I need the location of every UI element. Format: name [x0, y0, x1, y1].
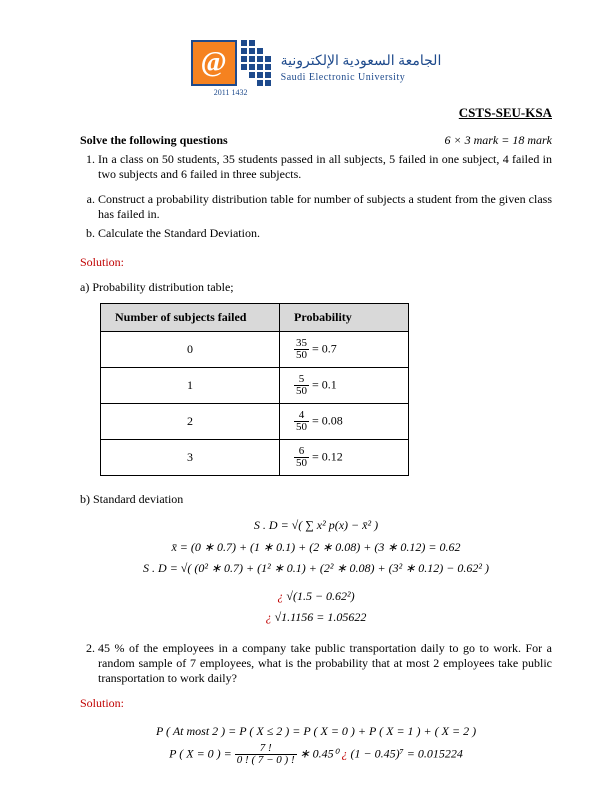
- sd-math: S . D = √( ∑ x² p(x) − x̄² ) x̄ = (0 ∗ 0…: [80, 515, 552, 629]
- q2-text-b: at most 2: [394, 656, 440, 670]
- table-row: 1 550 = 0.1: [101, 368, 409, 404]
- logo-at-icon: @: [191, 40, 237, 86]
- uni-name-ar: الجامعة السعودية الإلكترونية: [281, 53, 442, 71]
- cell-n: 1: [101, 368, 280, 404]
- sd-line4: ¿ √(1.5 − 0.62²): [80, 586, 552, 608]
- q1-part-a: Construct a probability distribution tab…: [98, 192, 552, 222]
- red-marker: ¿: [266, 610, 272, 624]
- solution-label-2: Solution:: [80, 696, 552, 711]
- cell-p: 650 = 0.12: [280, 440, 409, 476]
- logo-years: 2011 1432: [191, 88, 271, 97]
- sd-line3: S . D = √( (0² ∗ 0.7) + (1² ∗ 0.1) + (2²…: [80, 558, 552, 580]
- frac-den: 50: [294, 422, 309, 433]
- q2-l2-pre: P ( X = 0 ) =: [169, 746, 235, 760]
- logo-area: @ 2011 1432 الجامعة السعودية الإلكترونية…: [191, 40, 442, 97]
- frac-val: = 0.1: [312, 377, 337, 391]
- sd-line5: ¿ √1.1156 = 1.05622: [80, 607, 552, 629]
- logo-dots-icon: [241, 40, 271, 86]
- table-row: 3 650 = 0.12: [101, 440, 409, 476]
- frac-den: 50: [294, 386, 309, 397]
- q1-part-b: Calculate the Standard Deviation.: [98, 226, 552, 241]
- th-probability: Probability: [280, 304, 409, 332]
- uni-name-en: Saudi Electronic University: [281, 71, 442, 84]
- q2-math: P ( At most 2 ) = P ( X ≤ 2 ) = P ( X = …: [80, 721, 552, 766]
- frac-val: = 0.08: [312, 413, 343, 427]
- logo-block: @: [191, 40, 271, 86]
- q2-l2-mid: ∗ 0.45⁰: [300, 746, 342, 760]
- cell-n: 2: [101, 404, 280, 440]
- sd-line1: S . D = √( ∑ x² p(x) − x̄² ): [80, 515, 552, 537]
- frac-den: 0 ! ( 7 − 0 ) !: [235, 755, 297, 766]
- frac-num: 7 !: [235, 743, 297, 755]
- table-row: 0 3550 = 0.7: [101, 332, 409, 368]
- q1-subparts: Construct a probability distribution tab…: [80, 192, 552, 241]
- q2-line2: P ( X = 0 ) = 7 !0 ! ( 7 − 0 ) ! ∗ 0.45⁰…: [80, 743, 552, 766]
- part-a-label: a) Probability distribution table;: [80, 280, 552, 295]
- cell-p: 550 = 0.1: [280, 368, 409, 404]
- sd-l4b: √(1.5 − 0.62²): [286, 589, 354, 603]
- question-list-2: 45 % of the employees in a company take …: [80, 641, 552, 686]
- university-name: الجامعة السعودية الإلكترونية Saudi Elect…: [281, 53, 442, 84]
- cell-p: 3550 = 0.7: [280, 332, 409, 368]
- sd-line2: x̄ = (0 ∗ 0.7) + (1 ∗ 0.1) + (2 ∗ 0.08) …: [80, 537, 552, 559]
- question-1: In a class on 50 students, 35 students p…: [98, 152, 552, 182]
- probability-table: Number of subjects failed Probability 0 …: [100, 303, 409, 476]
- question-list: In a class on 50 students, 35 students p…: [80, 152, 552, 182]
- cell-n: 3: [101, 440, 280, 476]
- frac-val: = 0.12: [312, 449, 343, 463]
- table-row: 2 450 = 0.08: [101, 404, 409, 440]
- frac-den: 50: [294, 458, 309, 469]
- frac-val: = 0.7: [312, 341, 337, 355]
- solution-label-1: Solution:: [80, 255, 552, 270]
- marks-formula: 6 × 3 mark = 18 mark: [444, 133, 552, 148]
- cell-n: 0: [101, 332, 280, 368]
- sd-l5b: √1.1156 = 1.05622: [275, 610, 367, 624]
- solve-line: Solve the following questions 6 × 3 mark…: [80, 133, 552, 148]
- header: @ 2011 1432 الجامعة السعودية الإلكترونية…: [80, 40, 552, 97]
- q2-l2-post: (1 − 0.45)⁷ = 0.015224: [347, 746, 462, 760]
- cell-p: 450 = 0.08: [280, 404, 409, 440]
- table-header-row: Number of subjects failed Probability: [101, 304, 409, 332]
- part-b-label: b) Standard deviation: [80, 492, 552, 507]
- frac-den: 50: [294, 350, 309, 361]
- course-code: CSTS-SEU-KSA: [80, 105, 552, 121]
- th-subjects: Number of subjects failed: [101, 304, 280, 332]
- question-2: 45 % of the employees in a company take …: [98, 641, 552, 686]
- solve-title: Solve the following questions: [80, 133, 228, 148]
- red-marker: ¿: [277, 589, 283, 603]
- q2-line1: P ( At most 2 ) = P ( X ≤ 2 ) = P ( X = …: [80, 721, 552, 743]
